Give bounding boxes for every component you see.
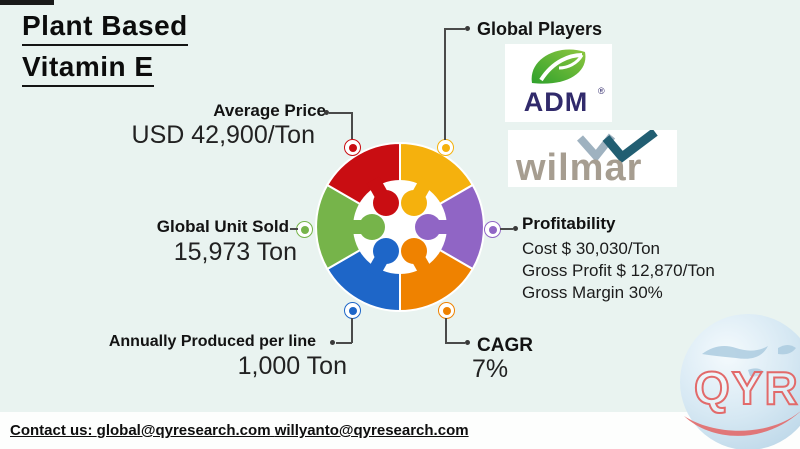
- profitability-cost: Cost $ 30,030/Ton: [522, 239, 660, 258]
- connector-end-annually: [330, 340, 335, 345]
- globe-icon: [680, 314, 800, 449]
- average-price-label: Average Price: [213, 101, 326, 120]
- annually-produced-value: 1,000 Ton: [237, 352, 347, 380]
- globe-swoosh: [684, 411, 800, 436]
- wilmar-logo: wilmar: [508, 128, 677, 189]
- connector-end-average-price: [324, 110, 329, 115]
- title-line-1: Plant Based: [22, 12, 188, 46]
- connector-line-cagr-v: [445, 318, 447, 343]
- connector-end-global-players: [465, 26, 470, 31]
- connector-dot-cagr: [438, 302, 455, 319]
- adm-leaf-icon: [531, 49, 586, 84]
- connector-end-profitability: [513, 226, 518, 231]
- adm-registered-mark: ®: [598, 86, 605, 96]
- qyr-watermark: QYR: [680, 314, 800, 449]
- connector-dot-average-price: [344, 139, 361, 156]
- connector-line-global-unit-sold: [290, 228, 298, 230]
- footer-band: [0, 412, 800, 449]
- connector-line-average-price-v: [351, 112, 353, 139]
- contact-email-2[interactable]: willyanto@qyresearch.com: [274, 422, 469, 439]
- connector-dot-profitability: [484, 221, 501, 238]
- wilmar-logo-graphic: wilmar: [515, 128, 658, 189]
- adm-logo-text: ADM: [524, 87, 589, 117]
- connector-line-profitability: [500, 228, 513, 230]
- global-players-label: Global Players: [477, 19, 603, 39]
- page-title: Plant Based Vitamin E: [22, 12, 188, 94]
- contact-footer: Contact us: global@qyresearch.com willya…: [10, 412, 469, 449]
- contact-email-1[interactable]: global@qyresearch.com: [96, 422, 271, 439]
- qyr-watermark-text: QYR: [694, 362, 800, 414]
- connector-line-annually-h: [336, 342, 352, 344]
- profitability-block: Profitability Cost $ 30,030/Ton Gross Pr…: [522, 214, 715, 304]
- profitability-label: Profitability: [522, 214, 616, 233]
- contact-prefix: Contact us:: [10, 422, 97, 439]
- globe-landmass: [702, 345, 796, 377]
- global-unit-sold-label: Global Unit Sold: [156, 217, 289, 236]
- top-left-artifact-bar: [0, 0, 54, 5]
- global-unit-sold-value: 15,973 Ton: [173, 238, 297, 266]
- wilmar-w-icon: [577, 128, 658, 164]
- connector-line-average-price-h: [329, 112, 352, 114]
- connector-line-cagr-h: [445, 342, 465, 344]
- profitability-gross-margin: Gross Margin 30%: [522, 283, 663, 302]
- profitability-gross-profit: Gross Profit $ 12,870/Ton: [522, 261, 715, 280]
- puzzle-wheel-diagram: [315, 141, 485, 313]
- annually-produced-label: Annually Produced per line: [108, 333, 316, 350]
- wilmar-logo-text: wilmar: [515, 147, 642, 187]
- connector-line-global-players-h: [444, 28, 465, 30]
- puzzle-knobs: [346, 176, 454, 278]
- adm-logo-graphic: ADM ®: [524, 49, 605, 117]
- title-line-2: Vitamin E: [22, 53, 154, 87]
- adm-logo: ADM ®: [505, 44, 612, 122]
- connector-end-cagr: [465, 340, 470, 345]
- cagr-label: CAGR: [477, 335, 533, 356]
- connector-line-annually-v: [351, 318, 353, 343]
- average-price-value: USD 42,900/Ton: [131, 121, 315, 149]
- connector-dot-annually-produced: [344, 302, 361, 319]
- connector-line-global-players-v: [444, 28, 446, 140]
- cagr-value: 7%: [472, 355, 509, 383]
- connector-dot-global-unit-sold: [296, 221, 313, 238]
- connector-dot-global-players: [437, 139, 454, 156]
